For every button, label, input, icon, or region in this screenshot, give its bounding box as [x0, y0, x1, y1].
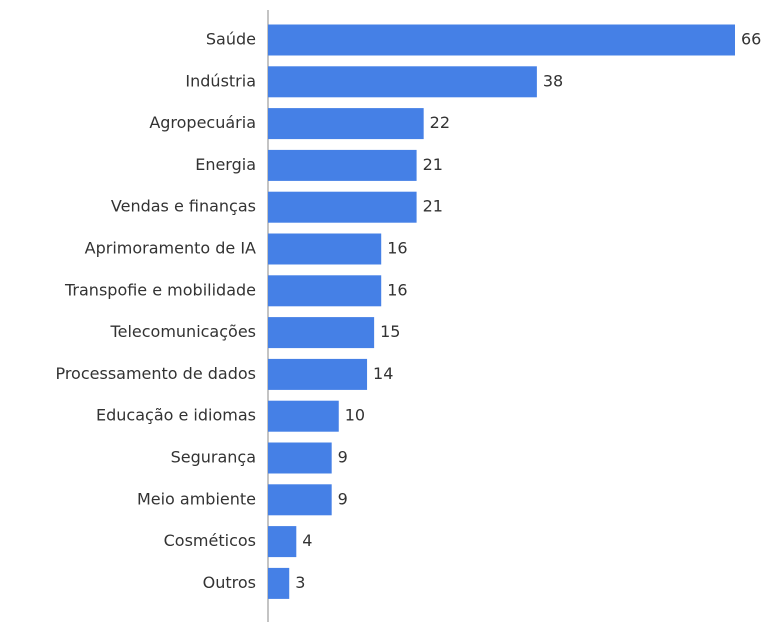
category-label: Vendas e finanças [111, 197, 256, 216]
category-label: Cosméticos [164, 531, 256, 550]
data-label: 16 [387, 280, 407, 299]
category-label: Telecomunicações [110, 322, 256, 341]
bar [268, 233, 382, 265]
category-label: Processamento de dados [55, 364, 256, 383]
category-label: Saúde [206, 30, 256, 49]
bar [268, 66, 537, 98]
data-label: 21 [423, 197, 443, 216]
data-label: 4 [302, 531, 312, 550]
category-label: Meio ambiente [137, 489, 256, 508]
bar [268, 191, 417, 223]
bar [268, 317, 375, 349]
bar [268, 108, 424, 140]
data-label: 14 [373, 364, 393, 383]
data-label: 9 [338, 489, 348, 508]
bar [268, 526, 297, 558]
category-label: Outros [203, 573, 256, 592]
category-label: Educação e idiomas [96, 406, 256, 425]
data-label: 3 [295, 573, 305, 592]
data-label: 66 [741, 30, 761, 49]
data-label: 16 [387, 239, 407, 258]
bar [268, 275, 382, 307]
bar [268, 567, 290, 599]
bar [268, 442, 332, 474]
data-label: 21 [423, 155, 443, 174]
category-label: Aprimoramento de IA [85, 239, 256, 258]
bar [268, 484, 332, 516]
bar [268, 400, 339, 432]
category-label: Indústria [185, 71, 256, 90]
data-label: 10 [345, 406, 365, 425]
bar [268, 358, 368, 390]
bar [268, 24, 735, 56]
category-label: Segurança [171, 448, 256, 467]
data-label: 9 [338, 448, 348, 467]
category-label: Energia [195, 155, 256, 174]
data-label: 38 [543, 71, 563, 90]
data-label: 22 [430, 113, 450, 132]
bar [268, 149, 417, 181]
category-label: Transpofie e mobilidade [64, 280, 256, 299]
category-label: Agropecuária [149, 113, 256, 132]
data-label: 15 [380, 322, 400, 341]
